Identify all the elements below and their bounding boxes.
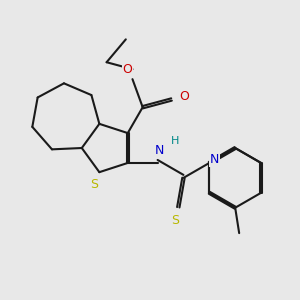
Text: O: O xyxy=(179,90,189,103)
Text: S: S xyxy=(90,178,98,190)
Text: N: N xyxy=(155,145,164,158)
Text: H: H xyxy=(171,136,180,146)
Text: N: N xyxy=(210,154,219,166)
Text: O: O xyxy=(123,63,132,76)
Text: S: S xyxy=(171,214,179,227)
